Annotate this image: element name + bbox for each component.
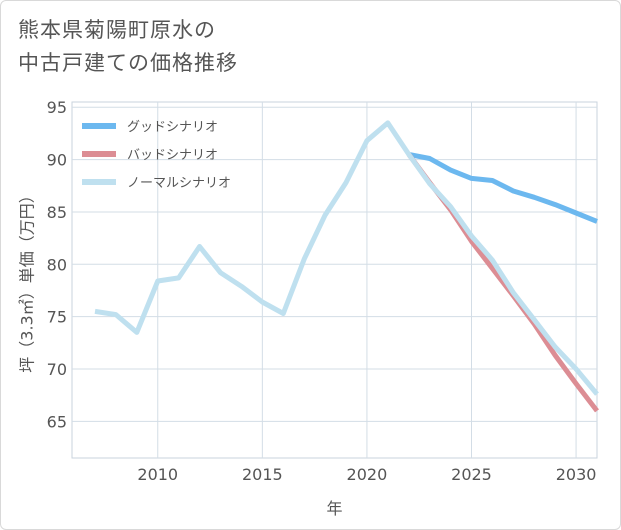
series-lines: [94, 120, 599, 413]
x-tick-label: 2010: [137, 465, 178, 484]
x-tick-label: 2015: [242, 465, 283, 484]
y-tick-label: 80: [47, 255, 67, 274]
grid-lines: [72, 102, 597, 458]
y-tick-label: 70: [47, 360, 67, 379]
x-axis-label: 年: [326, 499, 342, 518]
x-tick-label: 2020: [347, 465, 388, 484]
x-tick-label: 2030: [556, 465, 597, 484]
y-tick-label: 95: [47, 98, 67, 117]
y-axis-label: 坪（3.3㎡）単価（万円）: [18, 187, 37, 372]
y-tick-label: 90: [47, 151, 67, 170]
y-axis-ticks: 65 70 75 80 85 90 95: [47, 98, 67, 431]
chart-title-line-1: 熊本県菊陽町原水の: [18, 18, 216, 42]
y-tick-label: 65: [47, 412, 67, 431]
chart-title: 熊本県菊陽町原水の 中古戸建ての価格推移: [18, 14, 238, 80]
legend-label-1: グッドシナリオ: [127, 120, 218, 135]
series-line-1: [408, 151, 598, 224]
legend-label-2: バッドシナリオ: [127, 148, 218, 163]
y-tick-label: 85: [47, 203, 67, 222]
series-line-3: [94, 120, 599, 396]
y-tick-label: 75: [47, 308, 67, 327]
x-tick-label: 2025: [451, 465, 492, 484]
legend-label-3: ノーマルシナリオ: [127, 176, 231, 191]
x-axis-ticks: 2010 2015 2020 2025 2030: [137, 465, 596, 484]
chart-title-line-2: 中古戸建ての価格推移: [18, 51, 238, 75]
